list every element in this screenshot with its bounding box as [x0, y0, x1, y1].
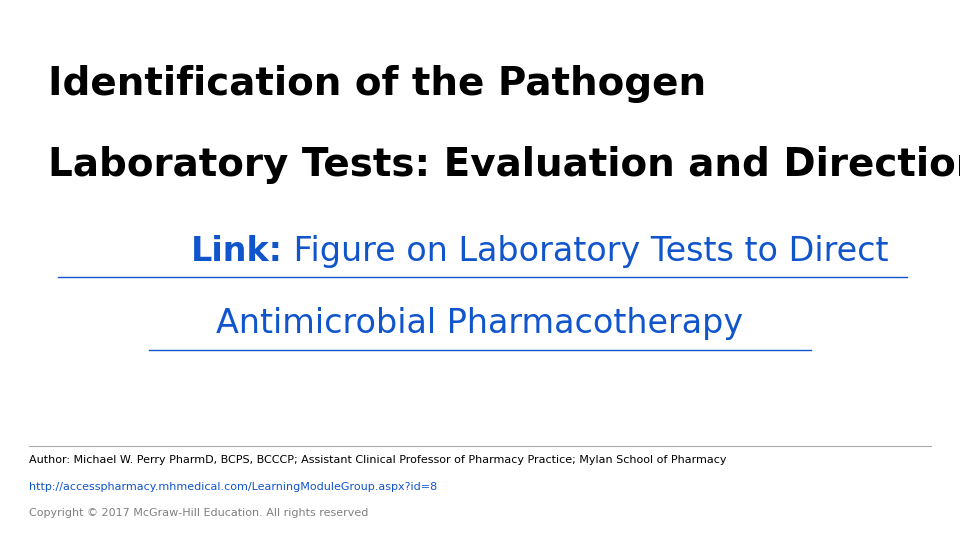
- Text: http://accesspharmacy.mhmedical.com/LearningModuleGroup.aspx?id=8: http://accesspharmacy.mhmedical.com/Lear…: [29, 482, 437, 492]
- Text: Link:: Link:: [191, 234, 283, 268]
- Text: Author: Michael W. Perry PharmD, BCPS, BCCCP; Assistant Clinical Professor of Ph: Author: Michael W. Perry PharmD, BCPS, B…: [29, 455, 727, 465]
- Text: Copyright © 2017 McGraw-Hill Education. All rights reserved: Copyright © 2017 McGraw-Hill Education. …: [29, 508, 369, 518]
- Text: Laboratory Tests: Evaluation and Direction: Laboratory Tests: Evaluation and Directi…: [48, 146, 960, 184]
- Text: Figure on Laboratory Tests to Direct: Figure on Laboratory Tests to Direct: [283, 234, 889, 268]
- Text: Identification of the Pathogen: Identification of the Pathogen: [48, 65, 707, 103]
- Text: Antimicrobial Pharmacotherapy: Antimicrobial Pharmacotherapy: [216, 307, 744, 341]
